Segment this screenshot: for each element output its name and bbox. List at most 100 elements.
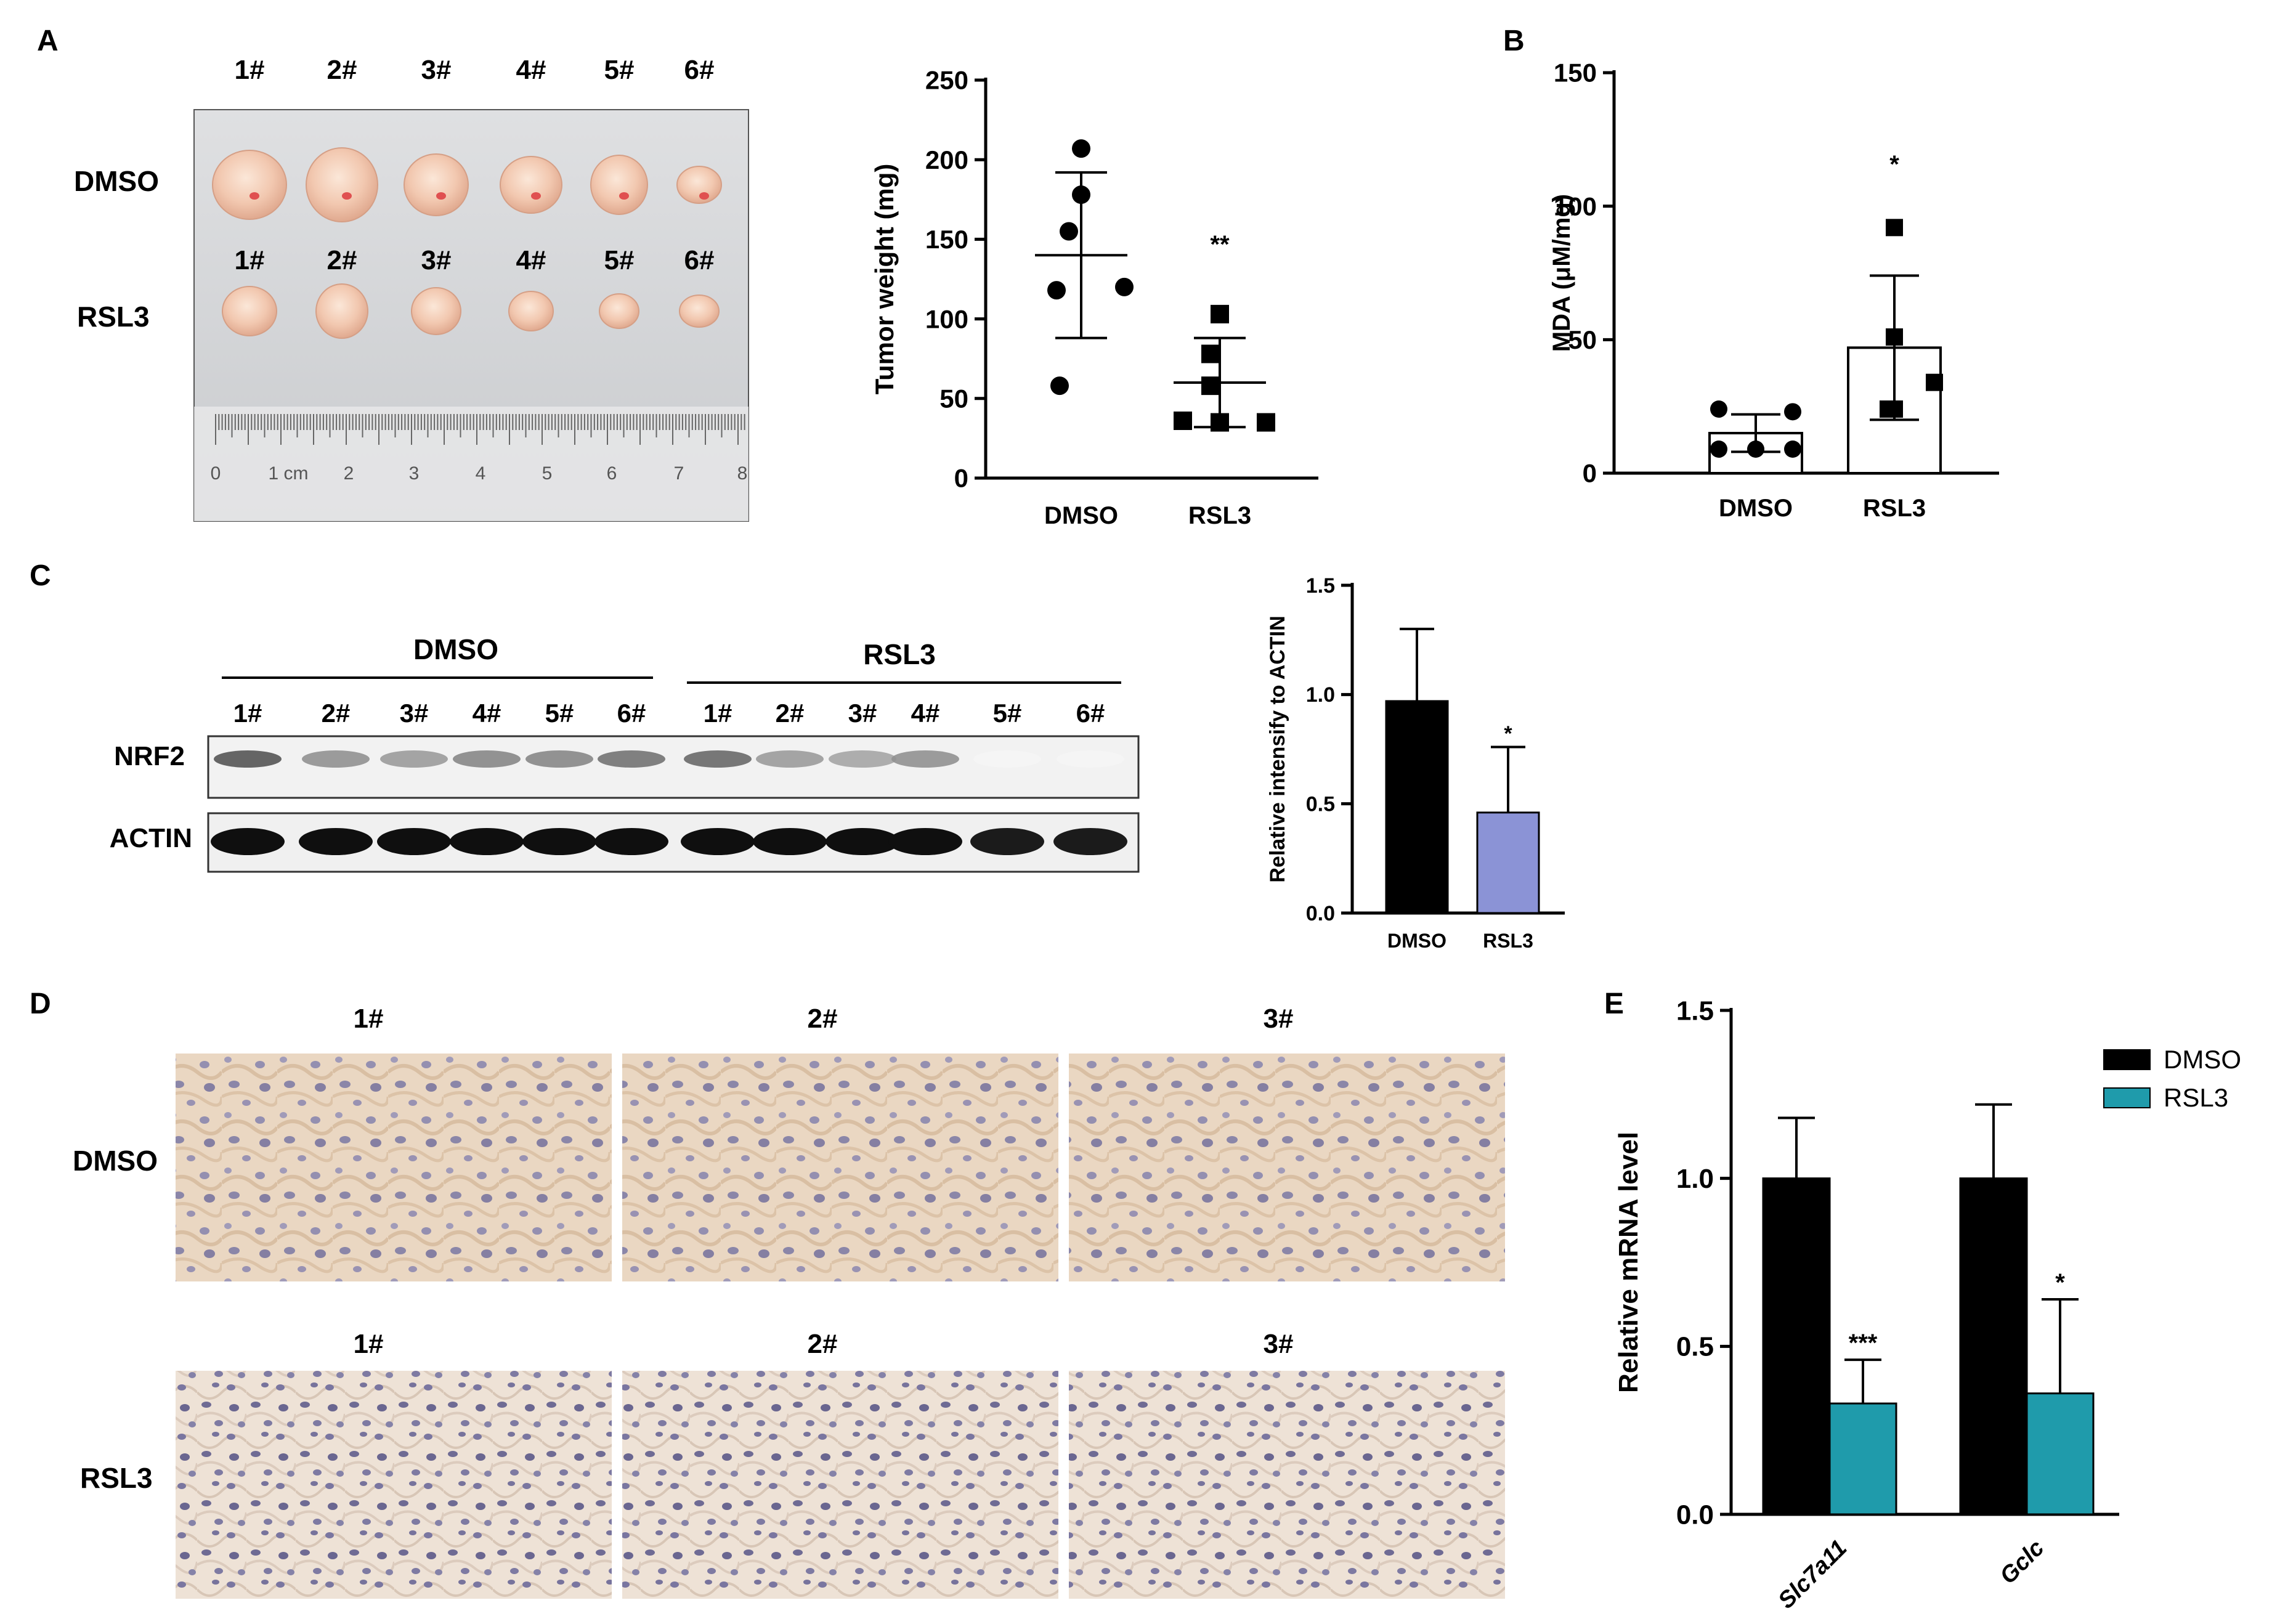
actin-band [299, 828, 373, 855]
blot-group-label-dmso: DMSO [413, 633, 498, 665]
y-tick-label: 0.0 [1676, 1500, 1714, 1530]
ihc-rsl3-1 [176, 1371, 612, 1599]
y-tick-label: 150 [925, 225, 968, 254]
ihc-dmso-1 [176, 1054, 612, 1281]
legend-swatch [2103, 1087, 2151, 1108]
data-point [1115, 277, 1134, 296]
y-tick-label: 50 [939, 384, 968, 413]
actin-band [211, 828, 285, 855]
band-label-nrf2: NRF2 [114, 741, 185, 771]
bar [1385, 700, 1449, 914]
ihc-dmso-3 [1069, 1054, 1505, 1281]
bar [2026, 1392, 2095, 1516]
ihc-col-label-top: 2# [808, 1004, 838, 1034]
data-point [1710, 441, 1727, 458]
y-tick-label: 1.5 [1306, 574, 1335, 598]
significance-mark: * [1504, 722, 1512, 745]
nrf2-band [756, 750, 824, 768]
tumor-spot [531, 192, 541, 200]
y-tick-label: 0 [1583, 459, 1597, 488]
blot-lane-label: 3# [400, 699, 429, 728]
y-tick-label: 0.5 [1676, 1332, 1714, 1362]
photo-top-label: 4# [516, 55, 546, 85]
tumor-rsl3 [508, 291, 554, 331]
blot-lane-label: 4# [473, 699, 501, 728]
actin-band [970, 828, 1044, 855]
ruler-number: 4 [476, 463, 486, 484]
y-tick-label: 1.5 [1676, 996, 1714, 1026]
bar [1762, 1177, 1831, 1516]
data-point [1784, 403, 1801, 421]
ruler: 0 1 cm 2 3 4 5 6 7 8 [194, 407, 749, 521]
chart-tumor-weight: 0 50 100 150 200 250 Tumor weight (mg) DMSO RSL3… [870, 66, 1318, 529]
data-point [1050, 376, 1069, 396]
ruler-number: 5 [542, 463, 553, 484]
ihc-row-label-rsl3: RSL3 [80, 1462, 153, 1494]
data-point [1174, 411, 1192, 430]
ihc-col-label-bottom: 1# [354, 1329, 384, 1359]
tumor-spot [342, 192, 352, 200]
ihc-row-label-dmso: DMSO [73, 1145, 158, 1177]
tumor-spot [619, 192, 629, 200]
y-tick-label: 0.5 [1306, 793, 1335, 816]
data-point [1784, 441, 1801, 458]
x-tick-label: DMSO [1044, 502, 1118, 529]
actin-band [594, 828, 668, 855]
legend-label: RSL3 [2164, 1083, 2228, 1112]
tumor-rsl3 [411, 287, 461, 335]
data-point [1747, 441, 1764, 458]
tumor-rsl3 [315, 283, 368, 339]
bar [1476, 811, 1540, 914]
photo-top-label: 6# [684, 55, 715, 85]
chart-nrf2-intensity: 0.0 0.5 1.0 1.5 Relative intensify to ACTIN D… [1266, 574, 1565, 952]
ihc-col-label-top: 3# [1264, 1004, 1294, 1034]
data-point [1047, 281, 1066, 300]
data-point [1211, 304, 1229, 323]
tumor-photo: 1# 2# 3# 4# 5# 6# 0 1 cm 2 3 4 5 6 7 8 1# 2# 3# 4# 5# 6# D… [74, 55, 749, 522]
tumor-rsl3 [599, 293, 639, 329]
data-point [1072, 139, 1090, 158]
ihc-images: 1# 2# 3# 1# 2# 3# DMSO RSL3 [73, 1004, 1505, 1599]
photo-mid-label: 5# [604, 245, 635, 275]
y-tick-label: 100 [1554, 192, 1597, 221]
y-axis-label: Tumor weight (mg) [870, 164, 899, 395]
data-point [1880, 400, 1897, 418]
nrf2-band [380, 750, 448, 768]
tumor-dmso [590, 155, 648, 215]
ihc-rsl3-2 [622, 1371, 1058, 1599]
legend-label: DMSO [2164, 1045, 2241, 1074]
ruler-number: 1 cm [268, 463, 308, 484]
panel-letter-a: A [37, 25, 59, 57]
blot-lane-label: 5# [545, 699, 574, 728]
blot-lane-label: 3# [848, 699, 877, 728]
nrf2-band [525, 750, 593, 768]
y-axis-label: MDA (μM/mg) [1548, 194, 1575, 352]
blot-group-label-rsl3: RSL3 [863, 638, 936, 670]
y-tick-label: 50 [1568, 325, 1597, 354]
x-tick-label: RSL3 [1188, 502, 1251, 529]
actin-band [522, 828, 596, 855]
tumor-dmso [404, 153, 469, 216]
ihc-rsl3-3 [1069, 1371, 1505, 1599]
photo-row-label-dmso: DMSO [74, 165, 159, 197]
significance-mark: * [1889, 151, 1899, 178]
photo-mid-label: 2# [327, 245, 357, 275]
y-axis-label: Relative mRNA level [1613, 1132, 1644, 1393]
nrf2-band [598, 750, 665, 768]
bar [1828, 1402, 1897, 1516]
blot-lane-label: 2# [776, 699, 805, 728]
y-axis-label: Relative intensify to ACTIN [1266, 615, 1289, 882]
x-tick-label: DMSO [1719, 495, 1793, 522]
tumor-rsl3 [679, 294, 720, 328]
ruler-number: 7 [674, 463, 684, 484]
legend-swatch [2103, 1049, 2151, 1070]
x-tick-label: RSL3 [1863, 495, 1926, 522]
panel-letter-d: D [30, 988, 51, 1020]
blot-lane-label: 6# [1076, 699, 1105, 728]
actin-band [753, 828, 827, 855]
photo-top-label: 3# [421, 55, 452, 85]
data-point [1201, 344, 1220, 363]
actin-band [1053, 828, 1127, 855]
tumor-rsl3 [222, 286, 277, 336]
ihc-col-label-bottom: 2# [808, 1329, 838, 1359]
